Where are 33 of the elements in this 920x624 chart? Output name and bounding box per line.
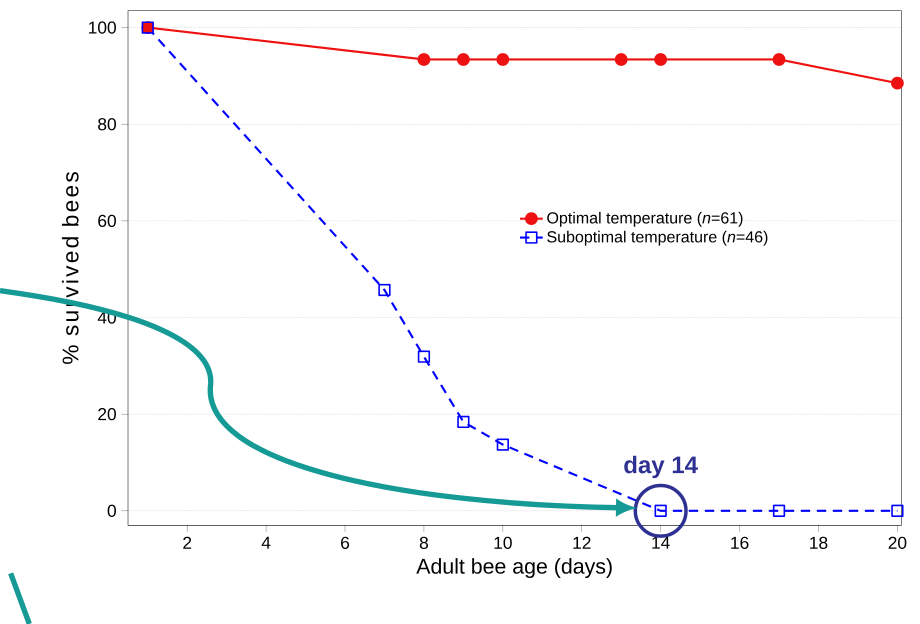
point (614, 53, 628, 66)
x-tick-label: 16 (731, 536, 748, 549)
y-tick-label: 80 (98, 118, 116, 130)
point (496, 53, 510, 66)
y-tick-label: 60 (98, 214, 116, 228)
y-tick-label: 20 (98, 408, 116, 420)
annotation: day 14 (624, 456, 698, 478)
x-tick-label: 14 (652, 536, 670, 549)
point (378, 284, 391, 296)
x-tick-label: 18 (810, 536, 828, 549)
point (496, 438, 509, 451)
x-tick-label: 4 (262, 536, 270, 549)
x-tick-label: 2 (183, 536, 192, 549)
y-tick-label: 100 (89, 21, 116, 34)
x-tick-label: 20 (888, 536, 906, 549)
point (456, 53, 470, 66)
x-tick-label: 10 (494, 536, 512, 549)
legend-label: Suboptimal temperature (n=46) (547, 230, 768, 246)
x-tick-label: 12 (573, 536, 591, 549)
point (890, 76, 904, 90)
x-tick-label: 6 (341, 536, 350, 549)
point (418, 53, 430, 66)
point (891, 504, 904, 517)
x-tick-label: 8 (420, 536, 428, 549)
legend-label: Optimal temperature (n=61) (547, 212, 742, 227)
y-tick-label: 0 (108, 504, 116, 517)
point (772, 504, 786, 517)
point (457, 416, 470, 428)
point (654, 53, 668, 66)
point (772, 53, 786, 66)
x-axis-title: Adult bee age (days) (416, 558, 612, 578)
point (418, 350, 430, 363)
point (654, 504, 667, 517)
